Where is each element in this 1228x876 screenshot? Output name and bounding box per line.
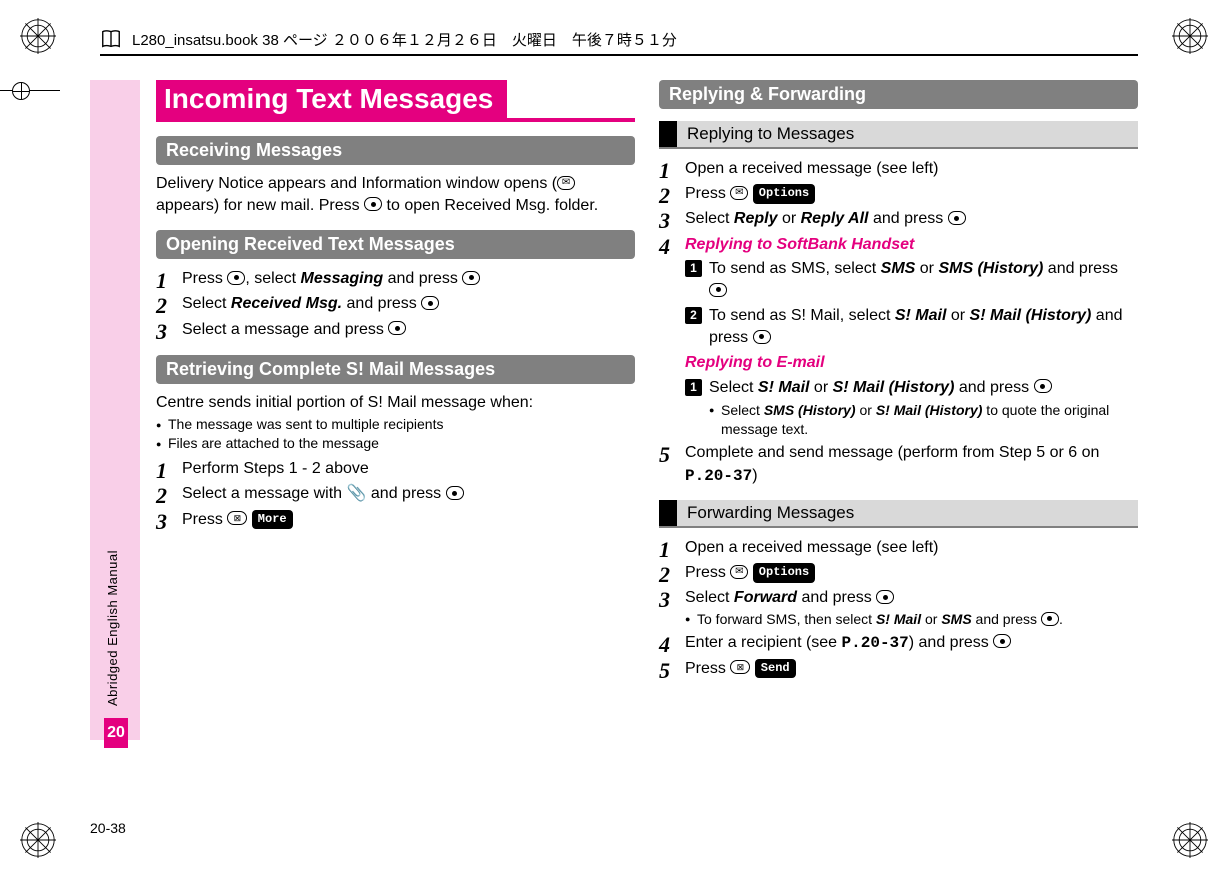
step: 3Select Forward and press To forward SMS… xyxy=(659,586,1138,628)
step: 1Open a received message (see left) xyxy=(659,157,1138,180)
softkey-label: More xyxy=(252,510,293,529)
attachment-icon: 📎 xyxy=(347,485,367,502)
step: 5Press ⊠ Send xyxy=(659,657,1138,680)
vertical-label: Abridged English Manual xyxy=(105,550,120,706)
step: 4 Replying to SoftBank Handset 1To send … xyxy=(659,233,1138,439)
right-column: Replying & Forwarding Replying to Messag… xyxy=(659,80,1138,836)
corner-ornament-icon xyxy=(20,18,56,54)
step: 5Complete and send message (perform from… xyxy=(659,441,1138,488)
camera-key-icon: ⊠ xyxy=(227,511,247,525)
chapter-badge: 20 xyxy=(104,718,128,748)
header-text: L280_insatsu.book 38 ページ ２００６年１２月２６日 火曜日… xyxy=(132,29,677,50)
section-opening: Opening Received Text Messages xyxy=(156,230,635,259)
section-receiving: Receiving Messages xyxy=(156,136,635,165)
subsection-replying: Replying to Messages xyxy=(659,121,1138,149)
center-key-icon xyxy=(364,197,382,211)
step: 3Select Reply or Reply All and press xyxy=(659,207,1138,230)
registration-mark-icon xyxy=(0,90,60,109)
page-number: 20-38 xyxy=(90,820,126,836)
corner-ornament-icon xyxy=(1172,822,1208,858)
bullet: Files are attached to the message xyxy=(156,434,635,453)
substep-badge: 1 xyxy=(685,379,702,396)
softkey-label: Options xyxy=(753,563,815,582)
book-icon xyxy=(100,28,122,50)
corner-ornament-icon xyxy=(20,822,56,858)
note: To forward SMS, then select S! Mail or S… xyxy=(685,610,1138,629)
center-key-icon xyxy=(1041,612,1059,626)
step: 2Select Received Msg. and press xyxy=(156,292,635,315)
step: 2Select a message with 📎 and press xyxy=(156,482,635,505)
left-column: Incoming Text Messages Receiving Message… xyxy=(156,80,635,836)
mail-key-icon xyxy=(730,186,748,200)
section-retrieving: Retrieving Complete S! Mail Messages xyxy=(156,355,635,384)
sub-heading: Replying to E-mail xyxy=(685,354,825,371)
center-key-icon xyxy=(446,486,464,500)
step: 1Perform Steps 1 - 2 above xyxy=(156,457,635,480)
step: 1Open a received message (see left) xyxy=(659,536,1138,559)
center-key-icon xyxy=(948,211,966,225)
step: 1Press , select Messaging and press xyxy=(156,267,635,290)
header: L280_insatsu.book 38 ページ ２００６年１２月２６日 火曜日… xyxy=(100,28,1138,56)
corner-ornament-icon xyxy=(1172,18,1208,54)
center-key-icon xyxy=(876,590,894,604)
center-key-icon xyxy=(709,283,727,297)
bullet: The message was sent to multiple recipie… xyxy=(156,415,635,434)
retrieving-body: Centre sends initial portion of S! Mail … xyxy=(156,392,635,414)
center-key-icon xyxy=(1034,379,1052,393)
substep-badge: 2 xyxy=(685,307,702,324)
page-title: Incoming Text Messages xyxy=(156,80,507,118)
center-key-icon xyxy=(753,330,771,344)
sub-heading: Replying to SoftBank Handset xyxy=(685,236,914,253)
center-key-icon xyxy=(993,634,1011,648)
step: 4Enter a recipient (see P.20-37) and pre… xyxy=(659,631,1138,655)
softkey-label: Send xyxy=(755,659,796,678)
substep-badge: 1 xyxy=(685,260,702,277)
center-key-icon xyxy=(421,296,439,310)
step: 2Press Options xyxy=(659,182,1138,205)
softkey-label: Options xyxy=(753,184,815,203)
step: 3Press ⊠ More xyxy=(156,508,635,531)
subsection-forwarding: Forwarding Messages xyxy=(659,500,1138,528)
section-replying-forwarding: Replying & Forwarding xyxy=(659,80,1138,109)
camera-key-icon: ⊠ xyxy=(730,660,750,674)
receiving-body: Delivery Notice appears and Information … xyxy=(156,173,635,216)
note: Select SMS (History) or S! Mail (History… xyxy=(709,401,1138,439)
step: 2Press Options xyxy=(659,561,1138,584)
center-key-icon xyxy=(388,321,406,335)
step: 3Select a message and press xyxy=(156,318,635,341)
mail-icon xyxy=(557,176,575,190)
center-key-icon xyxy=(462,271,480,285)
side-tab: Abridged English Manual 20 20-38 xyxy=(90,80,140,836)
mail-key-icon xyxy=(730,565,748,579)
center-key-icon xyxy=(227,271,245,285)
